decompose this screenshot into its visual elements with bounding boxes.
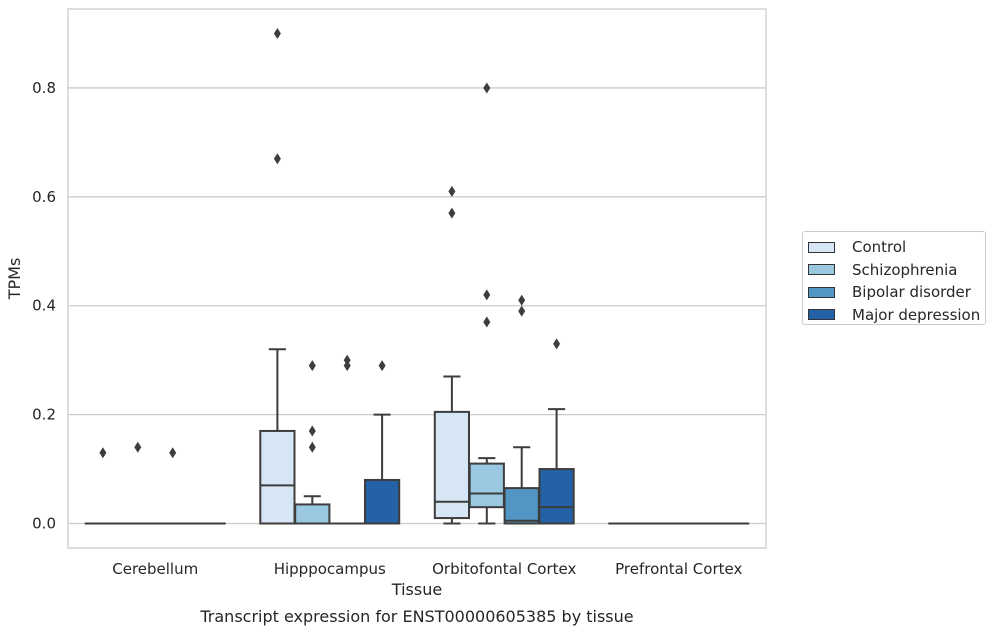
outlier-point bbox=[343, 354, 351, 366]
box-2-3 bbox=[538, 338, 575, 525]
legend-item-schizophrenia: Schizophrenia bbox=[803, 259, 985, 282]
box-2-0 bbox=[433, 185, 471, 525]
legend-item-bipolar-disorder: Bipolar disorder bbox=[803, 281, 985, 304]
x-tick-label: Cerebellum bbox=[112, 560, 198, 578]
x-tick-label: Orbitofontal Cortex bbox=[432, 560, 576, 578]
y-tick-label: 0.6 bbox=[32, 188, 56, 206]
outlier-point bbox=[518, 305, 526, 317]
outlier-point bbox=[308, 425, 316, 437]
outlier-point bbox=[378, 360, 386, 372]
box bbox=[433, 410, 471, 520]
outlier-point bbox=[553, 338, 561, 350]
y-tick-label: 0.0 bbox=[32, 515, 56, 533]
box bbox=[468, 462, 505, 509]
outlier-point bbox=[483, 82, 491, 94]
y-tick-label: 0.4 bbox=[32, 297, 56, 315]
legend-swatch bbox=[808, 286, 835, 298]
box bbox=[538, 468, 575, 525]
y-axis-ticks: 0.0 0.2 0.4 0.6 0.8 bbox=[32, 79, 56, 533]
plot-area bbox=[68, 9, 766, 548]
boxes bbox=[84, 28, 750, 525]
legend: Control Schizophrenia Bipolar disorder M… bbox=[802, 231, 986, 325]
box bbox=[363, 478, 401, 525]
legend-swatch bbox=[808, 241, 835, 253]
y-axis-label: TPMs bbox=[5, 258, 24, 301]
legend-swatch bbox=[808, 264, 835, 276]
outlier-point bbox=[483, 316, 491, 328]
legend-item-control: Control bbox=[803, 236, 985, 259]
legend-label: Control bbox=[852, 238, 907, 257]
box-0-0 bbox=[84, 447, 122, 525]
y-tick-label: 0.8 bbox=[32, 79, 56, 97]
legend-label: Bipolar disorder bbox=[852, 283, 971, 302]
legend-swatch bbox=[808, 309, 835, 321]
outlier-point bbox=[308, 441, 316, 453]
plot-frame bbox=[67, 8, 767, 549]
outlier-point bbox=[273, 153, 281, 165]
x-axis-label: Tissue bbox=[391, 580, 442, 599]
chart-title: Transcript expression for ENST0000060538… bbox=[199, 607, 633, 626]
outlier-point bbox=[448, 207, 456, 219]
box-2-2 bbox=[503, 294, 540, 525]
outlier-point bbox=[483, 289, 491, 301]
box bbox=[294, 503, 331, 525]
x-axis-ticks: Cerebellum Hipppocampus Orbitofontal Corte… bbox=[112, 560, 742, 578]
x-tick-label: Hipppocampus bbox=[274, 560, 386, 578]
box bbox=[503, 487, 540, 525]
legend-label: Major depression bbox=[852, 305, 981, 324]
x-tick-label: Prefrontal Cortex bbox=[615, 560, 742, 578]
legend-label: Schizophrenia bbox=[852, 260, 958, 279]
outlier-point bbox=[518, 294, 526, 306]
box-2-1 bbox=[468, 82, 505, 525]
box-1-1 bbox=[294, 360, 331, 525]
outlier-point bbox=[273, 28, 281, 39]
legend-item-major-depression: Major depression bbox=[803, 304, 985, 327]
outlier-point bbox=[448, 185, 456, 197]
outlier-point bbox=[308, 360, 316, 372]
outlier-point bbox=[169, 447, 177, 459]
box-1-0 bbox=[259, 28, 296, 525]
outlier-point bbox=[99, 447, 107, 459]
box-1-3 bbox=[363, 360, 401, 525]
y-tick-label: 0.2 bbox=[32, 406, 56, 424]
outlier-point bbox=[134, 441, 142, 453]
box bbox=[259, 429, 296, 525]
